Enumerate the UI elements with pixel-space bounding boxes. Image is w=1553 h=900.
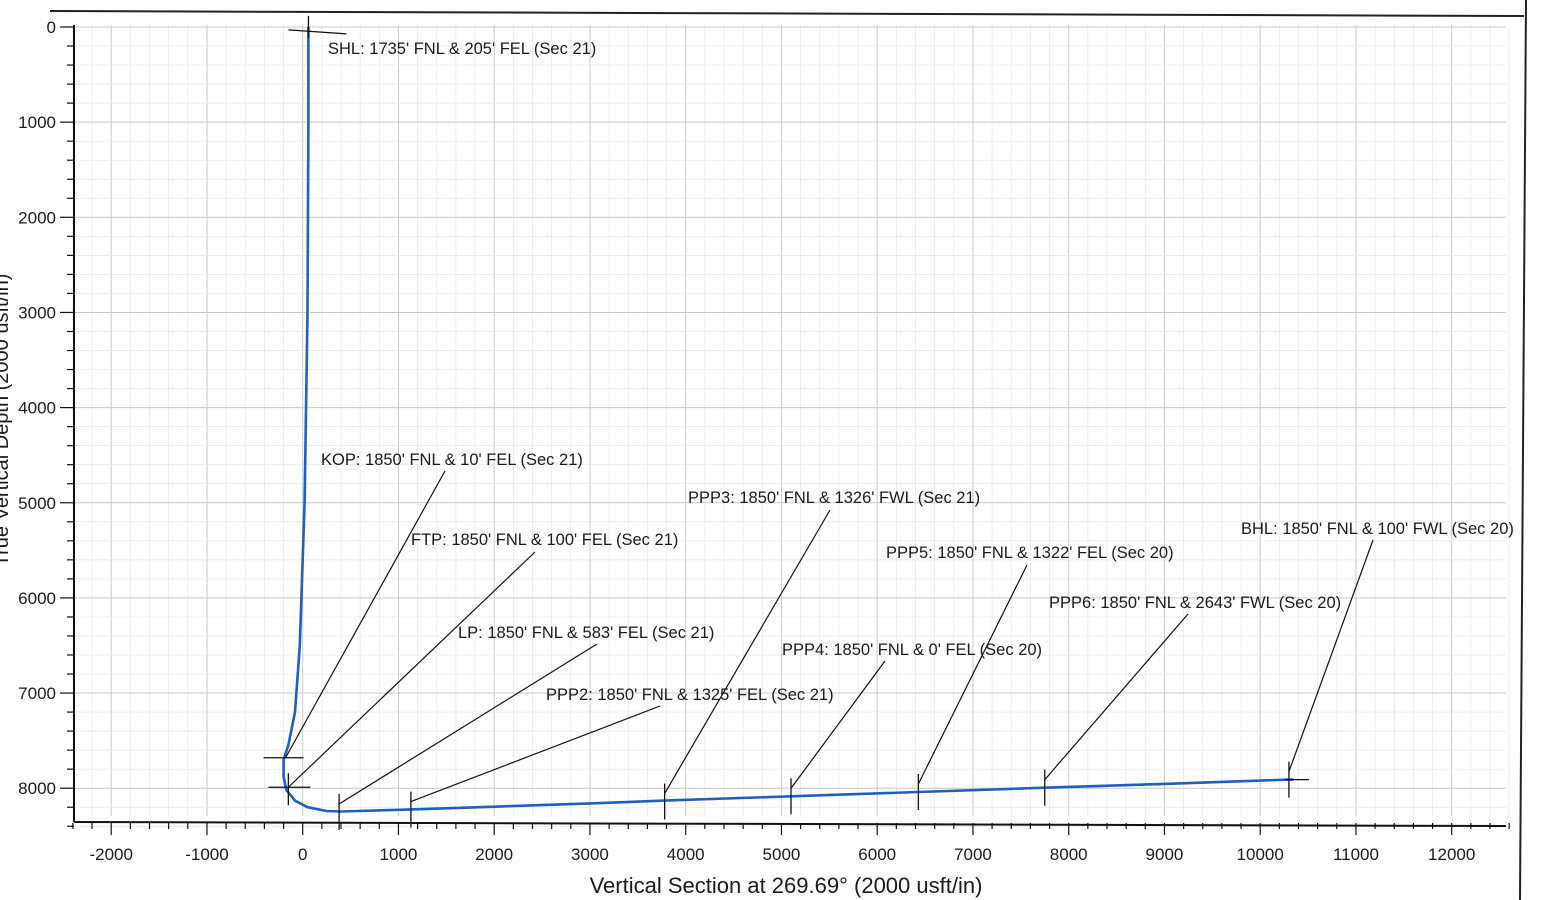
x-axis-label: Vertical Section at 269.69° (2000 usft/i… xyxy=(590,873,983,898)
x-tick-label: 4000 xyxy=(667,845,705,864)
x-tick-label: 0 xyxy=(298,845,307,864)
y-tick-label: 4000 xyxy=(18,399,56,418)
x-tick-label: 6000 xyxy=(858,845,896,864)
x-axis-line xyxy=(73,821,1507,827)
annotation-label: SHL: 1735' FNL & 205' FEL (Sec 21) xyxy=(328,40,596,58)
x-tick-label: 12000 xyxy=(1428,845,1475,864)
y-tick-label: 2000 xyxy=(18,208,56,227)
y-tick-label: 5000 xyxy=(18,494,56,513)
annotation-label: PPP3: 1850' FNL & 1326' FWL (Sec 21) xyxy=(688,489,980,507)
leader-line xyxy=(287,551,536,788)
x-tick-label: 5000 xyxy=(763,845,801,864)
station-markers xyxy=(263,15,1309,830)
leader-line xyxy=(1288,539,1374,772)
annotation-label: BHL: 1850' FNL & 100' FWL (Sec 20) xyxy=(1241,520,1514,538)
leader-line xyxy=(790,660,886,789)
leader-line xyxy=(338,643,598,805)
annotation-label: PPP2: 1850' FNL & 1325' FEL (Sec 21) xyxy=(546,686,834,704)
axes xyxy=(73,25,1507,827)
frame-right-line xyxy=(1519,0,1527,900)
annotation-leaders xyxy=(285,470,1374,805)
x-tick-label: 11000 xyxy=(1333,845,1379,864)
leader-line xyxy=(917,564,1028,785)
y-tick-label: 3000 xyxy=(18,303,56,322)
annotation-label: PPP4: 1850' FNL & 0' FEL (Sec 20) xyxy=(782,641,1042,659)
page-frame xyxy=(49,0,1527,900)
x-tick-label: 8000 xyxy=(1050,845,1088,864)
x-axis-ticks: -2000 -1000 0 1000 2000 3000 4000 5000 6000 7000 8… xyxy=(72,823,1510,864)
x-tick-label: 7000 xyxy=(954,845,992,864)
annotation-label: PPP5: 1850' FNL & 1322' FEL (Sec 20) xyxy=(886,544,1174,562)
y-axis-label: True Vertical Depth (2000 usft/in) xyxy=(0,274,13,567)
frame-top-line xyxy=(49,10,1525,17)
x-tick-label: 9000 xyxy=(1146,845,1184,864)
y-tick-label: 1000 xyxy=(18,113,56,132)
y-tick-label: 6000 xyxy=(18,589,56,608)
leader-line xyxy=(1044,613,1189,781)
leader-line xyxy=(410,705,661,803)
grid-lines xyxy=(72,25,1510,827)
y-tick-label: 8000 xyxy=(18,779,56,798)
annotation-label: FTP: 1850' FNL & 100' FEL (Sec 21) xyxy=(411,531,678,549)
y-tick-label: 7000 xyxy=(18,684,56,703)
station-marker xyxy=(288,29,347,35)
x-tick-label: 3000 xyxy=(571,845,609,864)
x-tick-label: 2000 xyxy=(475,845,513,864)
leader-line xyxy=(285,470,446,759)
annotation-label: KOP: 1850' FNL & 10' FEL (Sec 21) xyxy=(321,451,583,469)
x-tick-label: 10000 xyxy=(1237,845,1284,864)
annotations: SHL: 1735' FNL & 205' FEL (Sec 21) KOP: 1… xyxy=(321,40,1514,704)
annotation-label: LP: 1850' FNL & 583' FEL (Sec 21) xyxy=(458,624,714,642)
x-tick-label: -2000 xyxy=(89,845,132,864)
annotation-label: PPP6: 1850' FNL & 2643' FWL (Sec 20) xyxy=(1049,594,1341,612)
y-axis-ticks: 0 1000 2000 3000 4000 5000 6000 7000 8000 xyxy=(18,18,74,827)
x-tick-label: 1000 xyxy=(380,845,418,864)
x-tick-label: -1000 xyxy=(185,845,228,864)
leader-line xyxy=(664,509,831,794)
y-tick-label: 0 xyxy=(47,18,56,37)
